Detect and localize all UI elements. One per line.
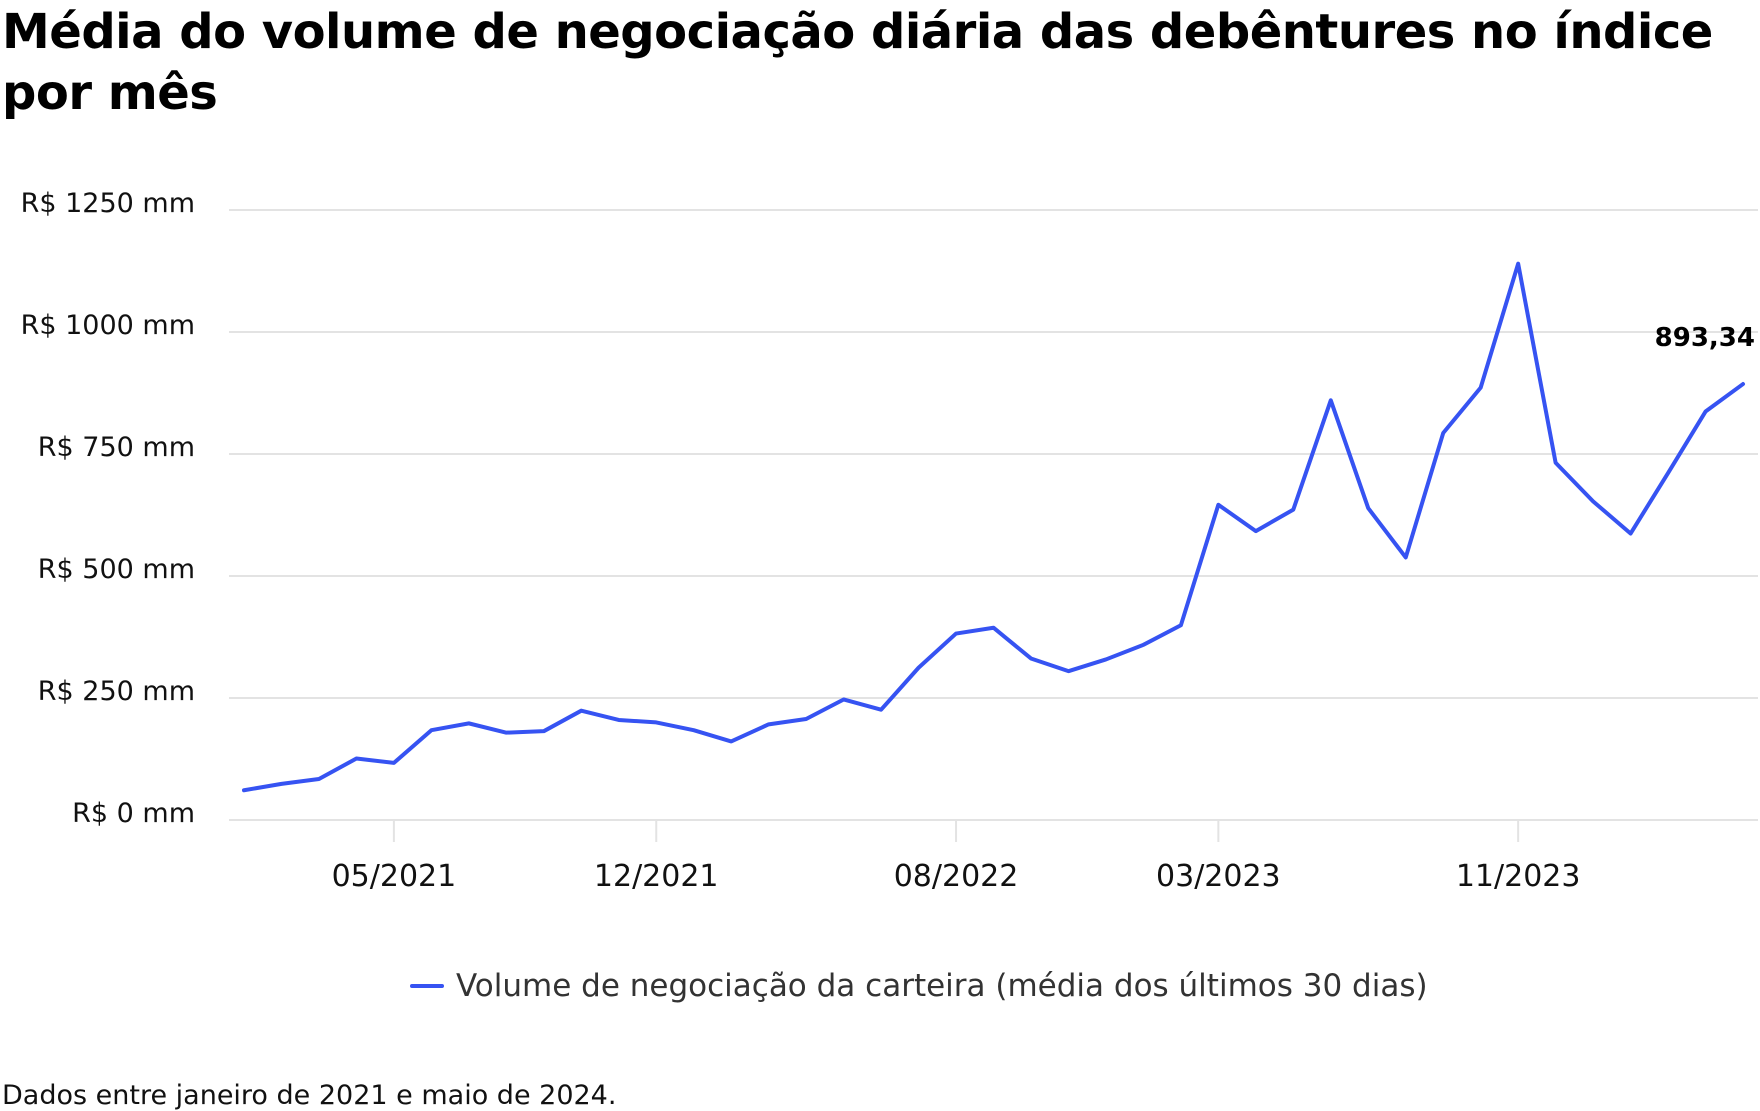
y-tick-label: R$ 1000 mm (21, 310, 195, 341)
x-tick-label: 03/2023 (1156, 859, 1281, 894)
y-axis-labels: R$ 0 mm R$ 250 mm R$ 500 mm R$ 750 mm R$ 100… (21, 188, 195, 829)
x-tick-label: 05/2021 (332, 859, 457, 894)
x-tick-label: 11/2023 (1456, 859, 1581, 894)
legend-swatch (410, 984, 444, 988)
footer-note: Dados entre janeiro de 2021 e maio de 20… (2, 1080, 616, 1111)
y-tick-label: R$ 750 mm (38, 432, 195, 463)
series-group (244, 264, 1743, 791)
y-tick-label: R$ 0 mm (72, 798, 195, 829)
series-line (244, 264, 1743, 791)
legend-label: Volume de negociação da carteira (média … (456, 968, 1428, 1004)
data-label-last: 893,34 (1655, 323, 1755, 353)
y-tick-label: R$ 500 mm (38, 554, 195, 585)
x-tick-label: 12/2021 (594, 859, 719, 894)
x-tick-label: 08/2022 (894, 859, 1019, 894)
legend: Volume de negociação da carteira (média … (410, 968, 1428, 1004)
y-tick-label: R$ 1250 mm (21, 188, 195, 219)
y-tick-label: R$ 250 mm (38, 676, 195, 707)
x-axis-labels: 05/2021 12/2021 08/2022 03/2023 11/2023 (332, 859, 1581, 894)
gridlines (229, 210, 1758, 842)
